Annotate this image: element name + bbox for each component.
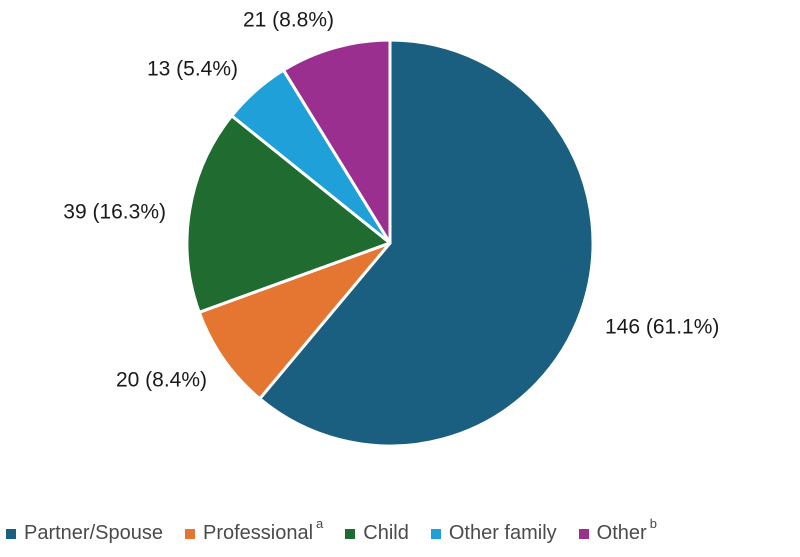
slice-label-partner-spouse: 146 (61.1%): [605, 316, 719, 339]
pie-slice-partner-spouse: [258, 38, 595, 448]
legend: Partner/Spouse Professional a Child Other…: [6, 516, 657, 545]
legend-label-partner-spouse: Partner/Spouse: [24, 522, 163, 544]
slice-label-other-family: 13 (5.4%): [147, 58, 238, 81]
legend-label-other-family: Other family: [448, 522, 557, 544]
legend-item-child: Child: [345, 522, 409, 545]
legend-swatch-professional: [184, 528, 195, 539]
pie-slice-professional: [197, 241, 392, 401]
legend-swatch-partner-spouse: [6, 528, 16, 539]
pie-slice-child: [185, 114, 392, 314]
pie-slice-other: [282, 38, 392, 245]
slice-label-child: 39 (16.3%): [63, 201, 166, 224]
legend-item-partner-spouse: Partner/Spouse: [6, 522, 163, 545]
legend-label-other: Other: [596, 522, 647, 544]
slice-label-other: 21 (8.8%): [243, 9, 334, 32]
legend-item-professional: Professional a: [184, 516, 323, 545]
legend-item-other-family: Other family: [430, 522, 557, 545]
legend-label-child: Child: [363, 522, 409, 544]
legend-footnote-professional: a: [316, 516, 324, 531]
pie-slices: [185, 38, 595, 448]
legend-swatch-other: [578, 528, 589, 539]
legend-swatch-other-family: [430, 528, 441, 539]
legend-footnote-other: b: [649, 516, 657, 531]
slice-labels: 146 (61.1%) 20 (8.4%) 39 (16.3%) 13 (5.4%) 2…: [63, 9, 719, 392]
legend-item-other: Other b: [578, 516, 657, 545]
pie-chart: 146 (61.1%) 20 (8.4%) 39 (16.3%) 13 (5.4%) 2…: [63, 9, 719, 448]
legend-label-professional: Professional: [202, 522, 314, 544]
legend-swatch-child: [345, 528, 356, 539]
slice-label-professional: 20 (8.4%): [116, 369, 207, 392]
